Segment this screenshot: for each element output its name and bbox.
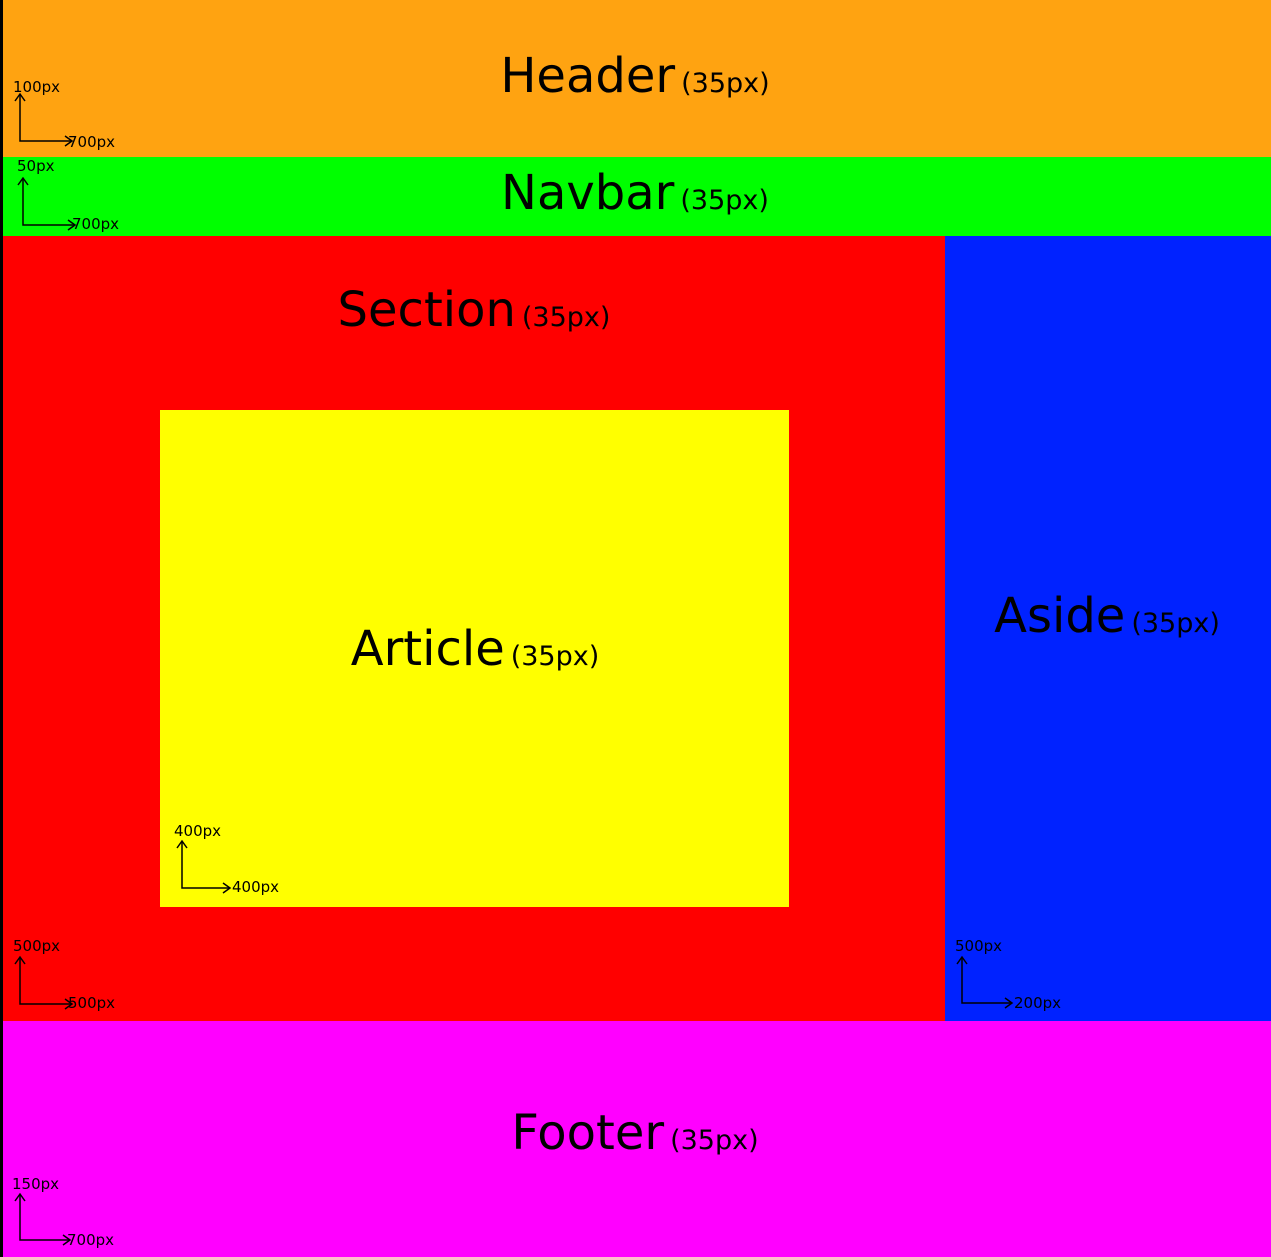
navbar-height-label: 50px xyxy=(17,157,55,175)
aside-dimension-marker: 500px 200px xyxy=(955,937,1085,1011)
dimension-arrows-icon xyxy=(14,955,74,1010)
header-height-label: 100px xyxy=(13,78,61,96)
article-dimension-marker: 400px 400px xyxy=(174,822,304,896)
dimension-arrows-icon xyxy=(17,176,77,231)
footer-dimension-marker: 150px 700px xyxy=(12,1175,142,1249)
navbar-width-label: 700px xyxy=(72,215,120,233)
footer-width-label: 700px xyxy=(67,1231,115,1249)
article-region: Article (35px) 400px 400px xyxy=(160,410,789,907)
article-height-label: 400px xyxy=(174,822,222,840)
article-width-label: 400px xyxy=(232,878,280,896)
dimension-arrows-icon xyxy=(176,839,232,894)
aside-title: Aside (35px) xyxy=(994,588,1220,644)
aside-height-label: 500px xyxy=(955,937,1003,955)
section-region: Section (35px) Article (35px) 400px 400px … xyxy=(3,236,945,1021)
dimension-arrows-icon xyxy=(14,1192,72,1246)
navbar-dimension-marker: 50px 700px xyxy=(17,157,147,232)
section-width-label: 500px xyxy=(68,994,116,1012)
section-title: Section (35px) xyxy=(337,282,611,338)
header-title: Header (35px) xyxy=(500,48,770,104)
footer-title: Footer (35px) xyxy=(511,1105,759,1161)
dimension-arrows-icon xyxy=(956,955,1014,1009)
navbar-region: Navbar (35px) 50px 700px xyxy=(3,157,1271,236)
dimension-arrows-icon xyxy=(14,92,74,147)
header-width-label: 700px xyxy=(68,133,116,151)
aside-region: Aside (35px) 500px 200px xyxy=(945,236,1271,1021)
article-title: Article (35px) xyxy=(350,621,600,677)
section-height-label: 500px xyxy=(13,937,61,955)
footer-height-label: 150px xyxy=(12,1175,60,1193)
header-region: Header (35px) 100px 700px xyxy=(3,0,1271,157)
header-dimension-marker: 100px 700px xyxy=(13,78,143,151)
section-dimension-marker: 500px 500px xyxy=(13,937,143,1011)
footer-region: Footer (35px) 150px 700px xyxy=(3,1021,1271,1257)
aside-width-label: 200px xyxy=(1014,994,1062,1012)
navbar-title: Navbar (35px) xyxy=(501,165,769,221)
